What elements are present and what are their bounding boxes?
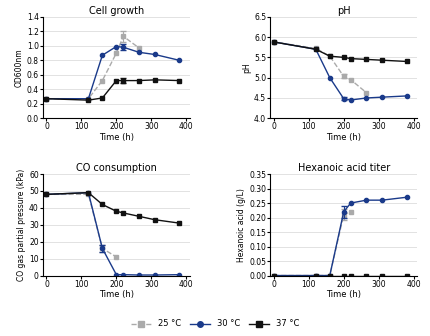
Y-axis label: CO gas partial pressure (kPa): CO gas partial pressure (kPa) <box>17 169 26 281</box>
Title: Hexanoic acid titer: Hexanoic acid titer <box>298 163 390 173</box>
X-axis label: Time (h): Time (h) <box>99 290 134 299</box>
Legend: 25 °C, 30 °C, 37 °C: 25 °C, 30 °C, 37 °C <box>127 316 303 332</box>
Y-axis label: Hexanoic acid (g/L): Hexanoic acid (g/L) <box>237 188 246 262</box>
Y-axis label: OD600nm: OD600nm <box>15 48 24 87</box>
Title: pH: pH <box>337 6 350 16</box>
Title: Cell growth: Cell growth <box>89 6 144 16</box>
X-axis label: Time (h): Time (h) <box>99 133 134 142</box>
X-axis label: Time (h): Time (h) <box>326 290 361 299</box>
X-axis label: Time (h): Time (h) <box>326 133 361 142</box>
Title: CO consumption: CO consumption <box>76 163 157 173</box>
Y-axis label: pH: pH <box>243 62 251 73</box>
